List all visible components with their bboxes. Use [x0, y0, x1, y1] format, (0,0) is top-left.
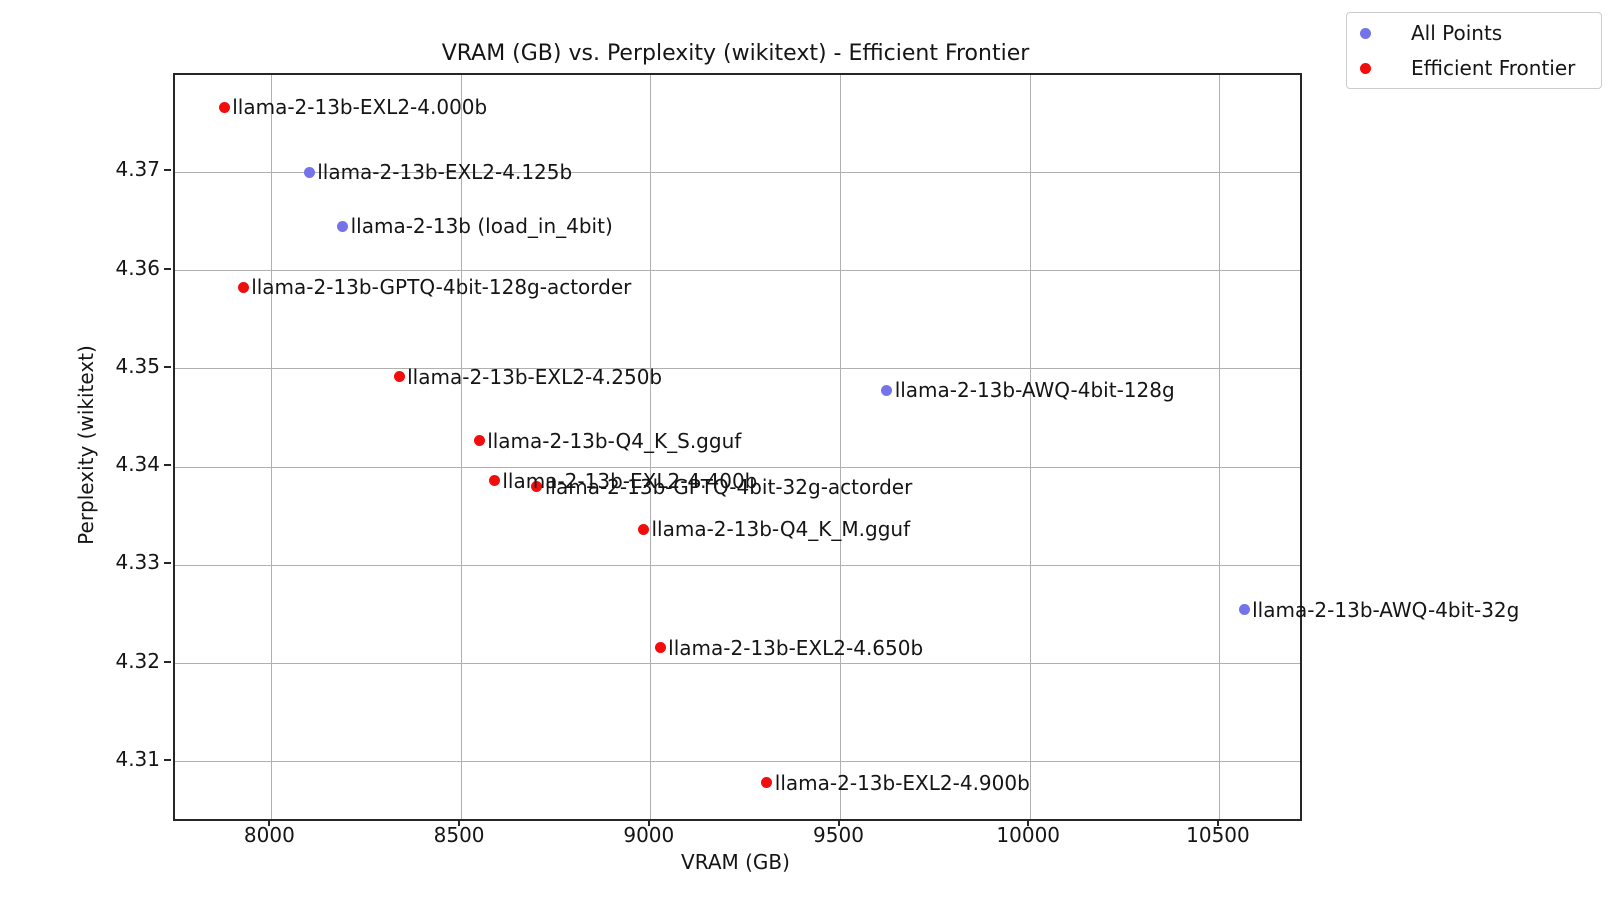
point-label: llama-2-13b-EXL2-4.125b: [317, 160, 573, 185]
x-tick-label: 10500: [1186, 823, 1250, 847]
y-tick-mark: [164, 365, 171, 368]
scatter-point: [761, 777, 773, 789]
x-tick-label: 10000: [996, 823, 1061, 847]
x-tick-label: 9500: [813, 823, 864, 847]
x-tick-label: 8000: [243, 823, 295, 847]
y-gridline: [175, 663, 1300, 665]
x-tick-mark: [647, 819, 650, 826]
x-tick-label: 8500: [433, 823, 485, 847]
x-gridline: [840, 75, 841, 819]
x-tick-mark: [458, 819, 461, 826]
efficient-frontier-marker-icon: [1360, 62, 1371, 74]
scatter-point: [393, 371, 405, 383]
point-label: llama-2-13b-EXL2-4.650b: [668, 635, 924, 660]
scatter-point: [218, 101, 230, 113]
scatter-point: [881, 384, 893, 396]
y-tick-label: 4.31: [115, 746, 160, 771]
y-gridline: [175, 466, 1300, 468]
y-tick-mark: [164, 267, 171, 270]
point-label: llama-2-13b-AWQ-4bit-128g: [894, 378, 1175, 403]
scatter-point: [1238, 604, 1250, 616]
y-tick-mark: [164, 464, 171, 467]
x-gridline: [1219, 75, 1221, 819]
x-gridline: [1029, 75, 1031, 819]
scatter-point: [337, 220, 349, 232]
y-tick-mark: [164, 660, 171, 663]
x-tick-mark: [837, 819, 840, 826]
point-label: llama-2-13b-EXL2-4.900b: [774, 770, 1030, 795]
scatter-point: [473, 435, 485, 447]
x-tick-mark: [1216, 819, 1219, 826]
scatter-point: [488, 475, 500, 487]
x-tick-mark: [1027, 819, 1030, 826]
y-gridline: [175, 761, 1300, 763]
y-gridline: [175, 368, 1300, 370]
scatter-point: [654, 642, 666, 654]
y-gridline: [175, 270, 1300, 272]
point-label: llama-2-13b-GPTQ-4bit-128g-actorder: [251, 275, 632, 300]
x-tick-mark: [268, 819, 271, 826]
y-tick-label: 4.32: [115, 648, 160, 673]
y-tick-mark: [164, 758, 171, 761]
point-label: llama-2-13b-GPTQ-4bit-32g-actorder: [544, 474, 913, 499]
legend-label: All Points: [1411, 21, 1503, 45]
y-gridline: [175, 564, 1300, 566]
x-gridline: [270, 75, 272, 819]
y-tick-label: 4.37: [115, 157, 160, 182]
legend: All Points Efficient Frontier: [1346, 12, 1602, 89]
chart-title: VRAM (GB) vs. Perplexity (wikitext) - Ef…: [441, 41, 1030, 66]
point-label: llama-2-13b-Q4_K_S.gguf: [487, 428, 742, 453]
legend-label: Efficient Frontier: [1411, 56, 1576, 80]
point-label: llama-2-13b-AWQ-4bit-32g: [1252, 597, 1520, 622]
point-label: llama-2-13b-EXL2-4.000b: [232, 95, 488, 120]
point-label: llama-2-13b (load_in_4bit): [350, 214, 613, 239]
plot-area: [173, 73, 1302, 821]
y-tick-label: 4.34: [115, 452, 160, 477]
scatter-point: [531, 481, 543, 493]
y-tick-mark: [164, 169, 171, 172]
y-tick-label: 4.36: [115, 255, 160, 280]
x-gridline: [460, 75, 462, 819]
y-tick-mark: [164, 562, 171, 565]
x-tick-label: 9000: [623, 823, 675, 847]
x-gridline: [650, 75, 652, 819]
point-label: llama-2-13b-EXL2-4.250b: [407, 364, 663, 389]
y-gridline: [175, 171, 1300, 173]
point-label: llama-2-13b-Q4_K_M.gguf: [651, 517, 911, 542]
scatter-point: [637, 523, 649, 535]
all-points-marker-icon: [1360, 27, 1371, 39]
point-label: llama-2-13b-EXL2-4.400b: [502, 468, 758, 493]
legend-entry-all-points: All Points: [1347, 18, 1601, 48]
x-axis-label: VRAM (GB): [681, 850, 790, 874]
y-tick-label: 4.33: [115, 550, 160, 575]
scatter-point: [237, 281, 249, 293]
legend-entry-efficient-frontier: Efficient Frontier: [1347, 53, 1601, 83]
y-tick-label: 4.35: [115, 353, 160, 378]
scatter-point: [303, 166, 315, 178]
